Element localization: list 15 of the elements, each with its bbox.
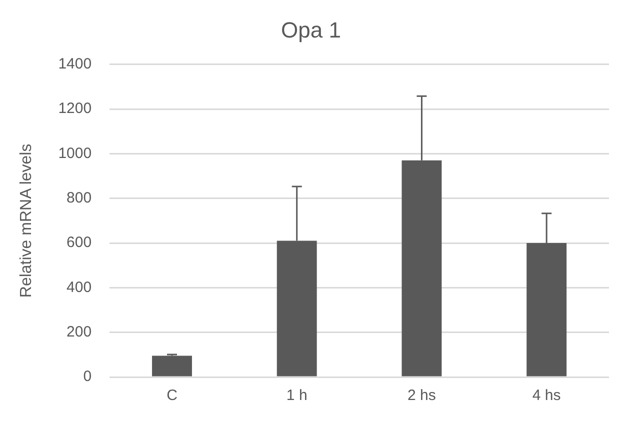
y-tick-label: 1200 <box>58 100 92 118</box>
x-tick-label: 1 h <box>286 387 308 404</box>
y-tick-label: 0 <box>83 368 92 386</box>
y-tick-label: 600 <box>66 234 92 252</box>
y-tick-label: 400 <box>66 278 92 296</box>
chart-title: Opa 1 <box>281 17 341 42</box>
x-tick-label: 2 hs <box>408 387 436 404</box>
x-tick-label: 4 hs <box>532 387 561 404</box>
y-tick-label: 800 <box>66 190 92 207</box>
y-tick-label: 1000 <box>58 144 92 162</box>
y-tick-label: 200 <box>66 323 92 340</box>
bar <box>152 356 192 376</box>
y-axis-title: Relative mRNA levels <box>18 144 36 298</box>
y-tick-label: 1400 <box>58 56 92 73</box>
x-tick-label: C <box>166 387 178 404</box>
